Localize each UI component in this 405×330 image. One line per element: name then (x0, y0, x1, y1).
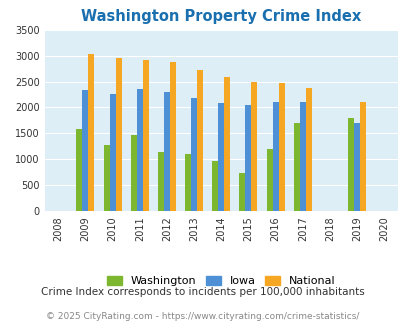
Bar (293, 123, 299, 211)
Bar (103, 145, 109, 211)
Bar (143, 60, 148, 211)
Bar (245, 105, 251, 211)
Bar (196, 70, 202, 211)
Text: © 2025 CityRating.com - https://www.cityrating.com/crime-statistics/: © 2025 CityRating.com - https://www.city… (46, 312, 359, 321)
Bar (218, 103, 224, 211)
Bar (185, 154, 191, 211)
Title: Washington Property Crime Index: Washington Property Crime Index (81, 9, 360, 24)
Bar (224, 77, 230, 211)
Bar (109, 94, 115, 211)
Bar (191, 98, 196, 211)
Bar (359, 102, 365, 211)
Bar (251, 82, 257, 211)
Bar (115, 58, 121, 211)
Bar (272, 102, 278, 211)
Bar (305, 88, 311, 211)
Bar (239, 173, 245, 211)
Bar (347, 118, 353, 211)
Bar (170, 62, 175, 211)
Bar (136, 89, 143, 211)
Bar (266, 149, 272, 211)
Text: Crime Index corresponds to incidents per 100,000 inhabitants: Crime Index corresponds to incidents per… (41, 287, 364, 297)
Bar (164, 92, 170, 211)
Legend: Washington, Iowa, National: Washington, Iowa, National (102, 271, 339, 290)
Bar (158, 151, 164, 211)
Bar (130, 136, 136, 211)
Bar (76, 129, 82, 211)
Bar (88, 53, 94, 211)
Bar (82, 90, 88, 211)
Bar (278, 83, 284, 211)
Bar (212, 161, 218, 211)
Bar (353, 122, 359, 211)
Bar (299, 102, 305, 211)
